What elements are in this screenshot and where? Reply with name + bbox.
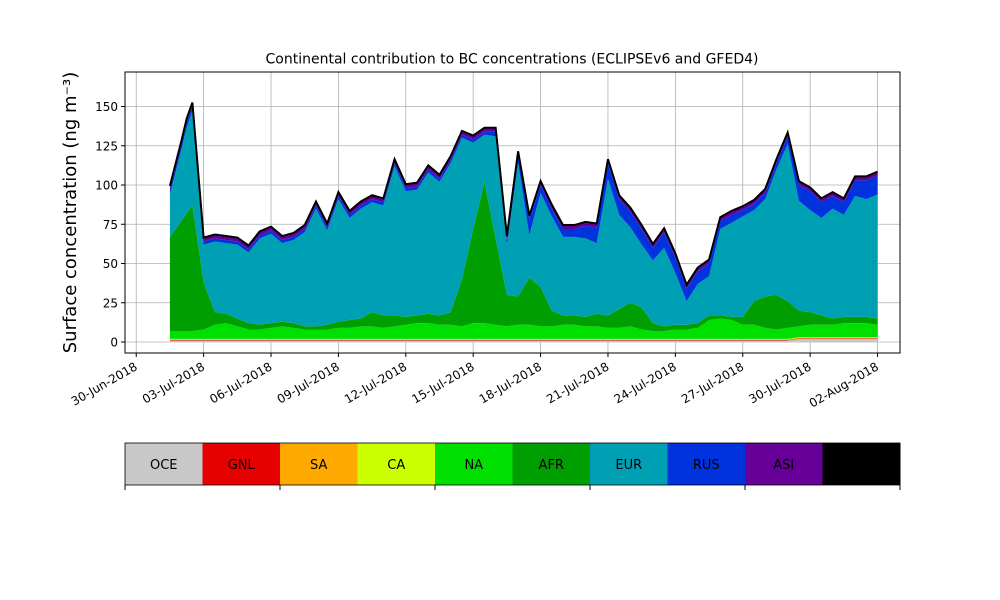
legend-swatch-na [435,443,513,485]
area-afr [169,181,878,332]
area-eur [169,111,878,327]
legend-label: NA [464,458,483,473]
legend-label: OCE [150,458,178,473]
x-tick-label: 12-Jul-2018 [342,359,409,406]
legend-label: AFR [539,458,564,473]
chart-title: Continental contribution to BC concentra… [266,52,759,68]
legend-swatch-afr [512,443,591,485]
y-tick-label: 75 [103,218,118,232]
y-axis-ticks: 0 25 50 75 100 125 150 [95,100,125,350]
x-tick-label: 06-Jul-2018 [207,359,274,406]
x-tick-label: 21-Jul-2018 [544,359,611,406]
area-gnl [169,338,878,341]
y-axis-label: Surface concentration (ng m⁻³) [60,72,81,354]
x-tick-label: 09-Jul-2018 [275,359,342,406]
legend-frame [124,442,901,486]
legend-swatch-asi [745,443,823,485]
legend-label: SA [310,458,327,473]
y-tick-label: 50 [103,257,118,271]
x-tick-label: 15-Jul-2018 [409,359,476,406]
legend-label: CA [387,458,405,473]
legend-swatch-rus [667,443,746,485]
x-tick-label: 03-Jul-2018 [140,359,207,406]
legend-swatch-oce [125,443,203,485]
legend-swatch-ca [357,443,436,485]
x-tick-label: 18-Jul-2018 [477,359,544,406]
legend: OCE GNL SA CA NA AFR EUR RUS ASI AUS [124,442,901,490]
legend-label: GNL [228,458,256,473]
y-tick-label: 0 [110,336,118,350]
stacked-areas [169,102,878,343]
legend-swatch-sa [280,443,358,485]
total-line [168,102,878,287]
y-tick-label: 25 [103,296,118,310]
total-concentration-line [168,102,878,287]
area-na [169,318,878,339]
legend-label: ASI [773,458,794,473]
x-tick-label: 27-Jul-2018 [679,359,746,406]
area-ca [169,337,878,340]
legend-swatch-eur [590,443,668,485]
area-sa [169,337,878,340]
y-tick-label: 150 [95,100,118,114]
plot-frame [124,71,901,354]
legend-swatch-aus [822,443,901,485]
legend-label: EUR [615,458,642,473]
x-tick-label: 30-Jul-2018 [746,359,813,406]
x-axis-ticks: 30-Jun-2018 03-Jul-2018 06-Jul-2018 09-Jul-… [69,353,881,410]
x-tick-label: 24-Jul-2018 [612,359,679,406]
legend-swatch-gnl [202,443,281,485]
x-tick-label: 30-Jun-2018 [69,359,140,408]
legend-label: RUS [693,458,720,473]
y-tick-label: 100 [95,179,118,193]
y-tick-label: 125 [95,139,118,153]
x-tick-label: 02-Aug-2018 [807,359,881,410]
legend-label: AUS [848,458,875,473]
